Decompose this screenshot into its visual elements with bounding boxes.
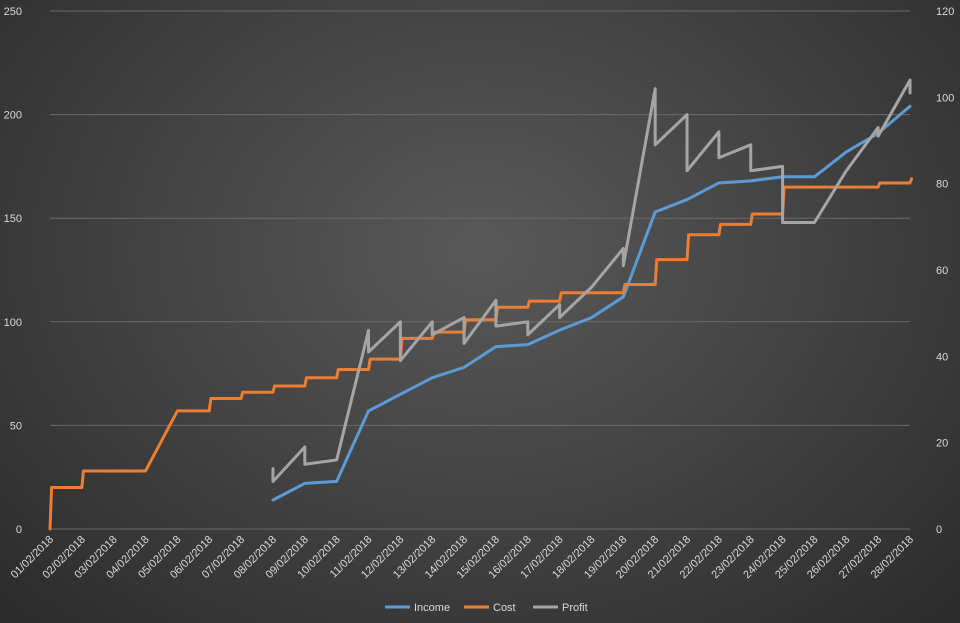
right-tick-label: 100 [936,92,954,104]
right-tick-label: 0 [936,524,942,536]
right-axis-ticks: 0 20 40 60 80 100 120 [936,6,954,536]
right-tick-label: 20 [936,438,948,450]
legend-label-cost: Cost [493,602,516,614]
legend: Income Cost Profit [385,602,588,614]
legend-label-income: Income [414,602,450,614]
x-axis-ticks: 01/02/201802/02/201803/02/201804/02/2018… [9,534,916,581]
series-lines [48,78,914,531]
right-tick-label: 60 [936,265,948,277]
left-axis-ticks: 0 50 100 150 200 250 [4,6,22,536]
left-tick-label: 50 [10,420,22,432]
legend-label-profit: Profit [562,602,588,614]
right-tick-label: 120 [936,6,954,18]
series-line-income [271,104,912,502]
right-tick-label: 40 [936,351,948,363]
left-tick-label: 200 [4,110,22,122]
left-tick-label: 150 [4,213,22,225]
series-line-cost [48,177,914,531]
left-tick-label: 100 [4,317,22,329]
left-tick-label: 0 [16,524,22,536]
gridlines [50,10,910,530]
series-line-profit [271,78,912,484]
right-tick-label: 80 [936,179,948,191]
left-tick-label: 250 [4,6,22,18]
